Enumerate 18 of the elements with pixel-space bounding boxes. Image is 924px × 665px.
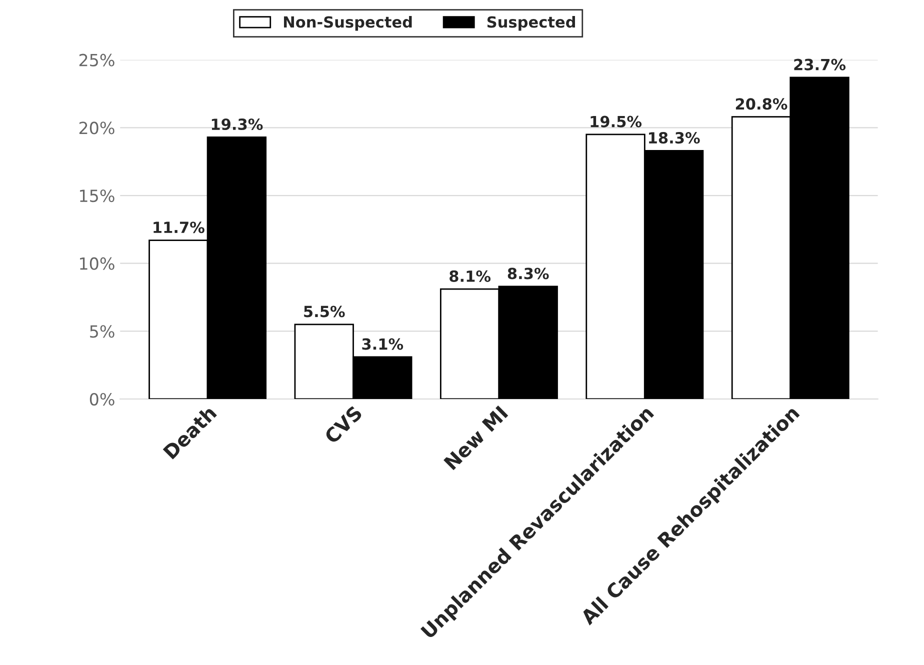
data-label: 23.7% [794, 58, 846, 70]
y-tick-label: 10% [80, 257, 114, 270]
data-label: 8.1% [450, 270, 491, 282]
data-label: 8.3% [508, 268, 549, 280]
data-label: 20.8% [736, 98, 788, 110]
y-tick-label: 0% [90, 392, 114, 406]
y-tick-label: 15% [80, 189, 114, 202]
data-label: 19.3% [212, 118, 263, 130]
data-label: 11.7% [154, 222, 204, 234]
legend-label: Non-Suspected [284, 16, 412, 31]
y-tick-label: 20% [79, 122, 114, 134]
data-label: 18.3% [649, 132, 700, 144]
legend-label: Suspected [487, 16, 575, 31]
data-label: 19.5% [590, 116, 642, 128]
y-tick-label: 25% [79, 54, 114, 66]
data-label: 3.1% [362, 338, 404, 350]
y-tick-label: 5% [90, 325, 114, 338]
data-label: 5.5% [304, 306, 345, 318]
